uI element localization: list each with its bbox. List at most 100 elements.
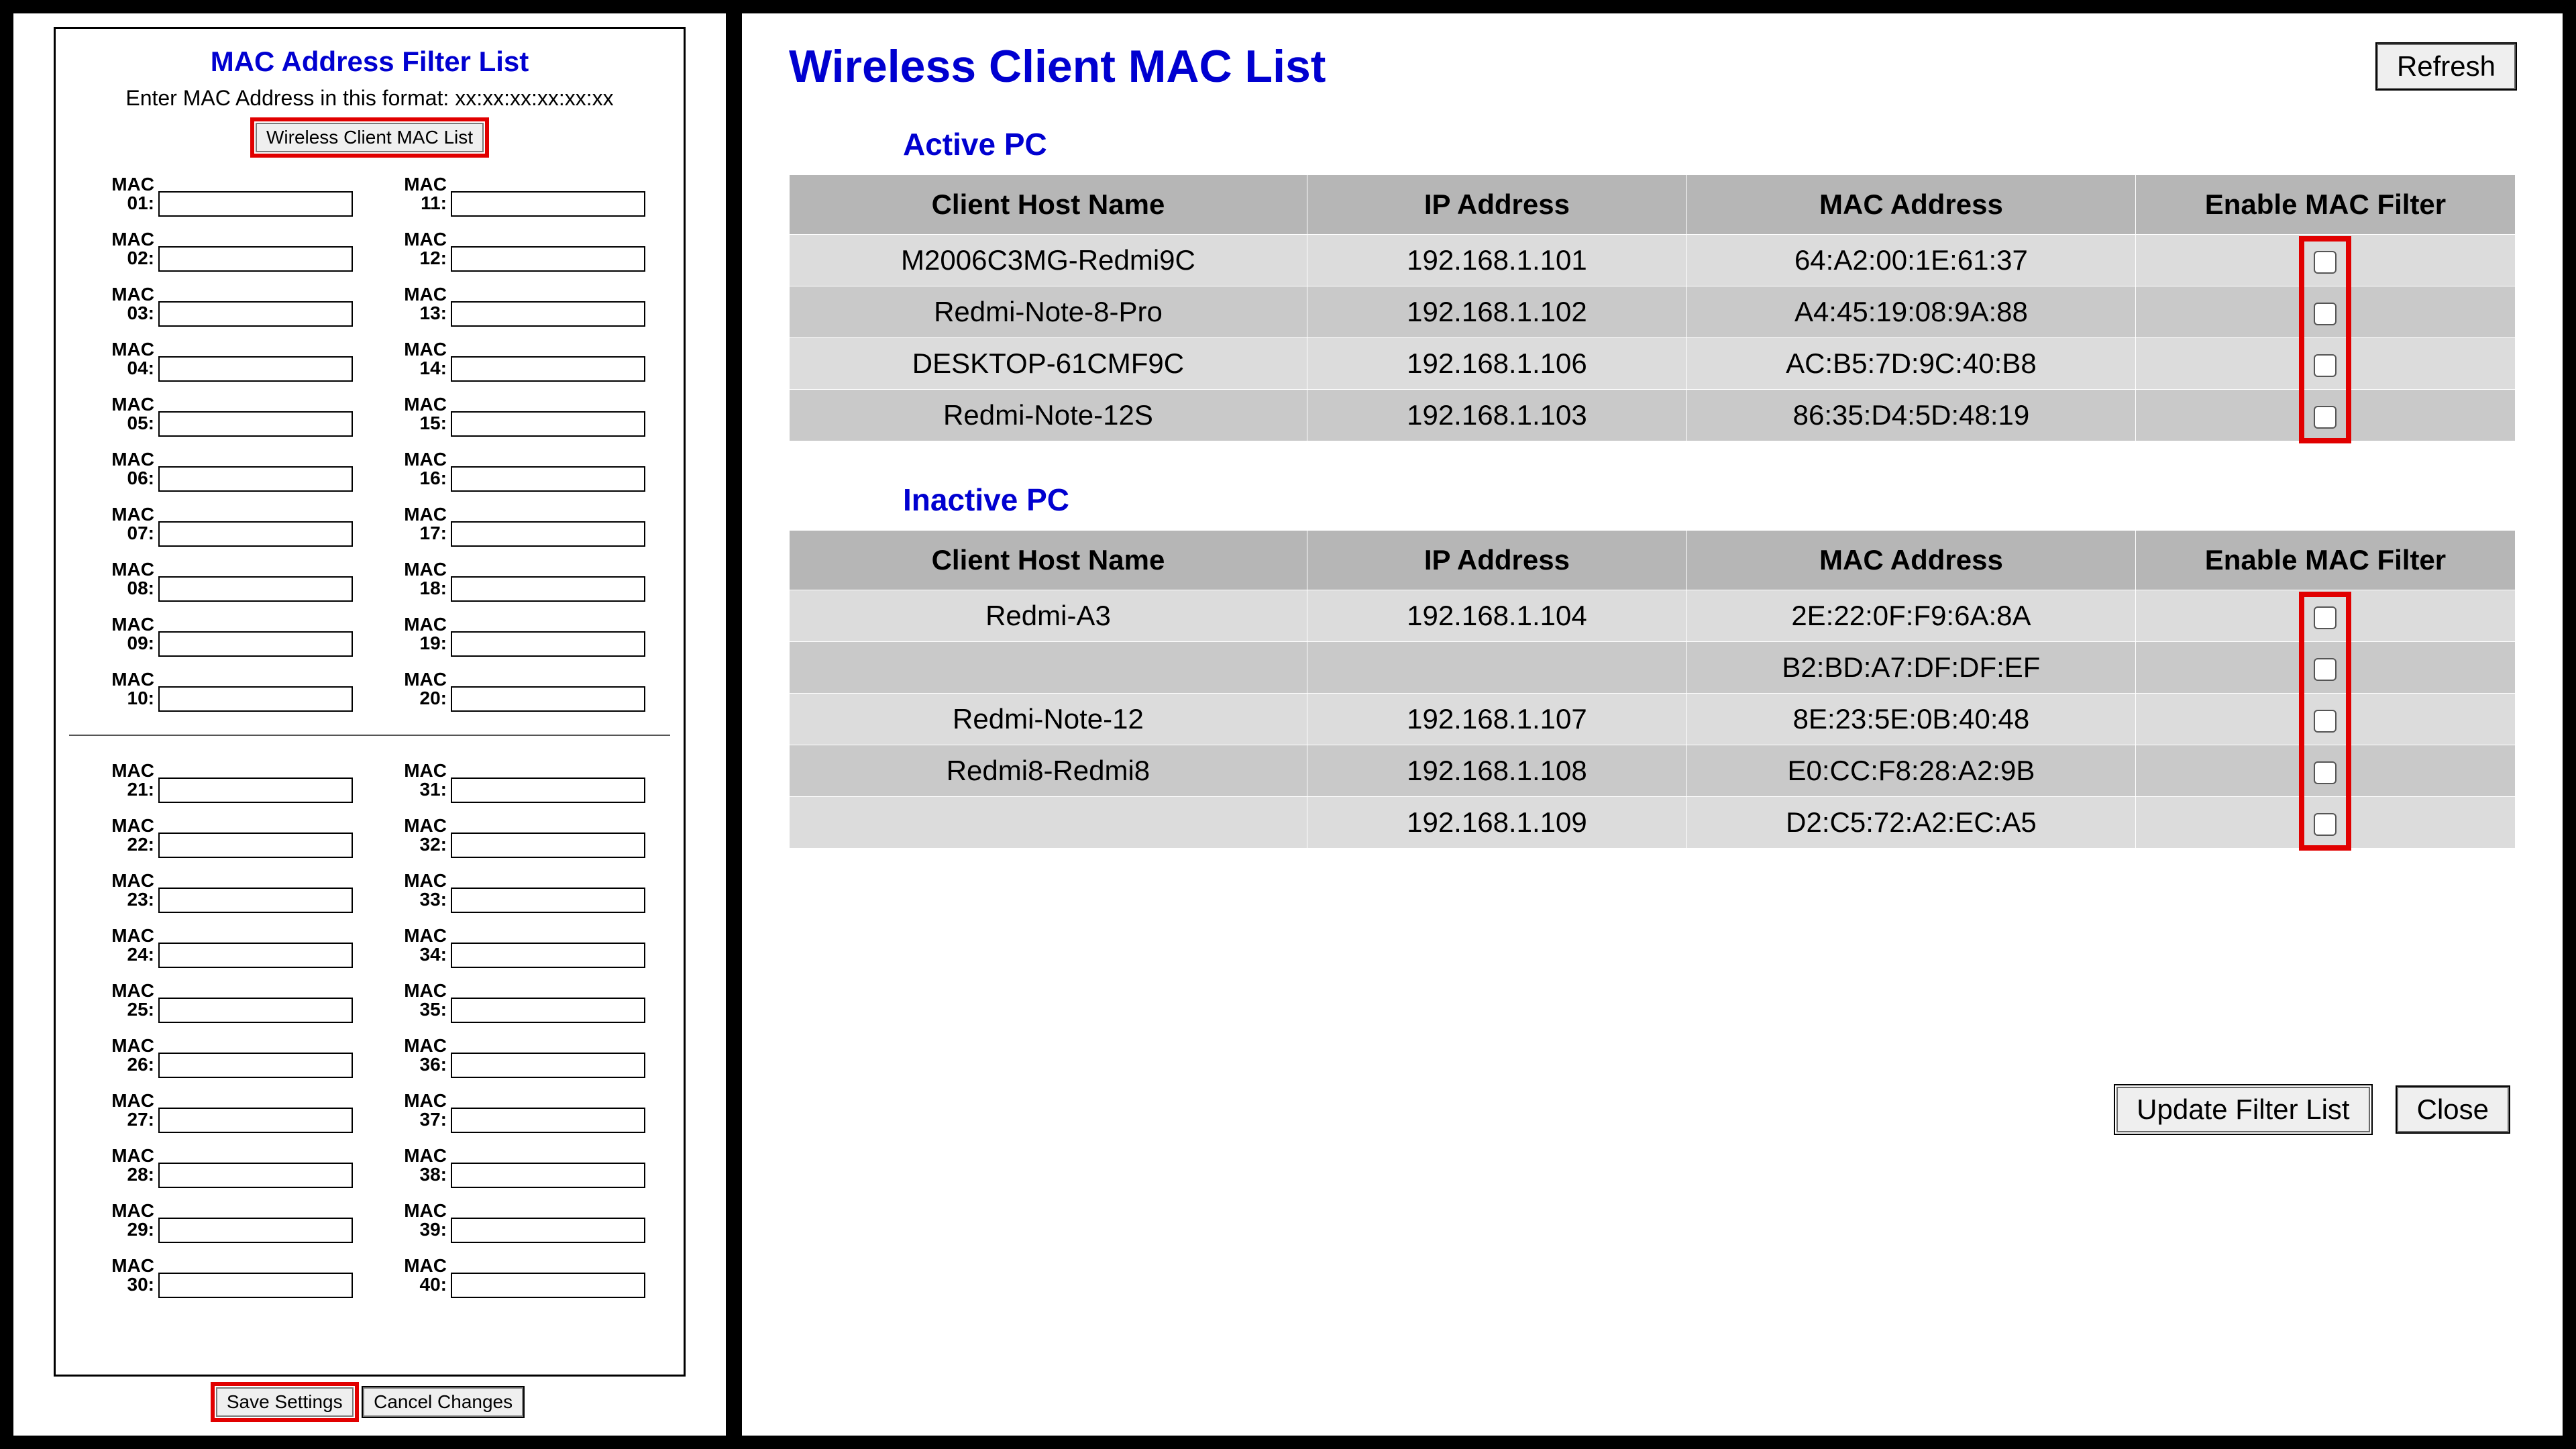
mac-label-35: MAC35: (386, 981, 451, 1023)
cell-enable (2135, 390, 2515, 441)
mac-row-18: MAC18: (386, 551, 645, 602)
inactive-enable-checkbox-1[interactable] (2314, 658, 2337, 681)
table-row: Redmi-Note-12192.168.1.1078E:23:5E:0B:40… (790, 694, 2516, 745)
mac-row-24: MAC24: (94, 917, 353, 968)
mac-input-36[interactable] (451, 1053, 645, 1078)
mac-input-24[interactable] (158, 943, 353, 968)
mac-input-33[interactable] (451, 888, 645, 913)
mac-input-17[interactable] (451, 521, 645, 547)
mac-label-13: MAC13: (386, 285, 451, 327)
mac-input-34[interactable] (451, 943, 645, 968)
mac-input-29[interactable] (158, 1218, 353, 1243)
mac-input-37[interactable] (451, 1108, 645, 1133)
active-enable-checkbox-2[interactable] (2314, 354, 2337, 377)
mac-input-15[interactable] (451, 411, 645, 437)
col-enable: Enable MAC Filter (2135, 175, 2515, 235)
cell-ip: 192.168.1.107 (1307, 694, 1686, 745)
active-enable-checkbox-3[interactable] (2314, 406, 2337, 429)
save-settings-button[interactable]: Save Settings (216, 1387, 354, 1417)
mac-input-07[interactable] (158, 521, 353, 547)
mac-filter-inner: MAC Address Filter List Enter MAC Addres… (54, 27, 686, 1377)
col-mac: MAC Address (1686, 175, 2135, 235)
cell-ip: 192.168.1.102 (1307, 286, 1686, 338)
update-filter-list-button[interactable]: Update Filter List (2116, 1087, 2369, 1132)
mac-input-21[interactable] (158, 777, 353, 803)
cell-ip (1307, 642, 1686, 694)
mac-input-31[interactable] (451, 777, 645, 803)
mac-input-28[interactable] (158, 1163, 353, 1188)
mac-label-36: MAC36: (386, 1036, 451, 1078)
inactive-enable-checkbox-4[interactable] (2314, 813, 2337, 836)
table-row: Redmi-A3192.168.1.1042E:22:0F:F9:6A:8A (790, 590, 2516, 642)
mac-input-09[interactable] (158, 631, 353, 657)
mac-label-19: MAC19: (386, 615, 451, 657)
mac-label-18: MAC18: (386, 560, 451, 602)
mac-label-32: MAC32: (386, 816, 451, 858)
mac-input-23[interactable] (158, 888, 353, 913)
col-ip: IP Address (1307, 175, 1686, 235)
close-button[interactable]: Close (2397, 1087, 2509, 1132)
mac-label-11: MAC11: (386, 175, 451, 217)
mac-input-03[interactable] (158, 301, 353, 327)
mac-input-13[interactable] (451, 301, 645, 327)
active-pc-title: Active PC (903, 126, 2516, 162)
mac-input-39[interactable] (451, 1218, 645, 1243)
wireless-client-list-button[interactable]: Wireless Client MAC List (256, 123, 484, 152)
cell-host: Redmi-Note-12 (790, 694, 1307, 745)
mac-input-12[interactable] (451, 246, 645, 272)
mac-input-26[interactable] (158, 1053, 353, 1078)
cell-host: Redmi-Note-12S (790, 390, 1307, 441)
mac-input-01[interactable] (158, 191, 353, 217)
cell-mac: 2E:22:0F:F9:6A:8A (1686, 590, 2135, 642)
mac-input-38[interactable] (451, 1163, 645, 1188)
mac-row-30: MAC30: (94, 1247, 353, 1298)
mac-row-21: MAC21: (94, 752, 353, 803)
mac-row-08: MAC08: (94, 551, 353, 602)
mac-row-31: MAC31: (386, 752, 645, 803)
mac-input-35[interactable] (451, 998, 645, 1023)
mac-row-35: MAC35: (386, 972, 645, 1023)
col-enable: Enable MAC Filter (2135, 531, 2515, 590)
mac-input-05[interactable] (158, 411, 353, 437)
active-enable-checkbox-1[interactable] (2314, 303, 2337, 325)
mac-label-33: MAC33: (386, 871, 451, 913)
mac-input-27[interactable] (158, 1108, 353, 1133)
mac-filter-subtitle: Enter MAC Address in this format: xx:xx:… (69, 86, 670, 111)
mac-input-08[interactable] (158, 576, 353, 602)
mac-label-05: MAC05: (94, 395, 158, 437)
inactive-enable-checkbox-2[interactable] (2314, 710, 2337, 733)
mac-input-02[interactable] (158, 246, 353, 272)
mac-label-16: MAC16: (386, 450, 451, 492)
mac-row-34: MAC34: (386, 917, 645, 968)
mac-input-06[interactable] (158, 466, 353, 492)
mac-row-22: MAC22: (94, 807, 353, 858)
mac-input-18[interactable] (451, 576, 645, 602)
mac-input-20[interactable] (451, 686, 645, 712)
mac-input-04[interactable] (158, 356, 353, 382)
cell-ip: 192.168.1.106 (1307, 338, 1686, 390)
mac-input-16[interactable] (451, 466, 645, 492)
mac-input-19[interactable] (451, 631, 645, 657)
cell-host: Redmi8-Redmi8 (790, 745, 1307, 797)
mac-input-14[interactable] (451, 356, 645, 382)
col-host: Client Host Name (790, 175, 1307, 235)
active-enable-checkbox-0[interactable] (2314, 251, 2337, 274)
mac-label-02: MAC02: (94, 230, 158, 272)
mac-input-25[interactable] (158, 998, 353, 1023)
table-row: DESKTOP-61CMF9C192.168.1.106AC:B5:7D:9C:… (790, 338, 2516, 390)
mac-input-11[interactable] (451, 191, 645, 217)
mac-label-07: MAC07: (94, 505, 158, 547)
refresh-button[interactable]: Refresh (2377, 44, 2516, 89)
cell-mac: D2:C5:72:A2:EC:A5 (1686, 797, 2135, 849)
mac-input-22[interactable] (158, 833, 353, 858)
mac-input-30[interactable] (158, 1273, 353, 1298)
mac-row-38: MAC38: (386, 1137, 645, 1188)
inactive-enable-checkbox-3[interactable] (2314, 761, 2337, 784)
mac-input-40[interactable] (451, 1273, 645, 1298)
mac-label-24: MAC24: (94, 926, 158, 968)
mac-input-10[interactable] (158, 686, 353, 712)
cancel-changes-button[interactable]: Cancel Changes (363, 1387, 523, 1417)
mac-row-37: MAC37: (386, 1082, 645, 1133)
inactive-enable-checkbox-0[interactable] (2314, 606, 2337, 629)
mac-input-32[interactable] (451, 833, 645, 858)
